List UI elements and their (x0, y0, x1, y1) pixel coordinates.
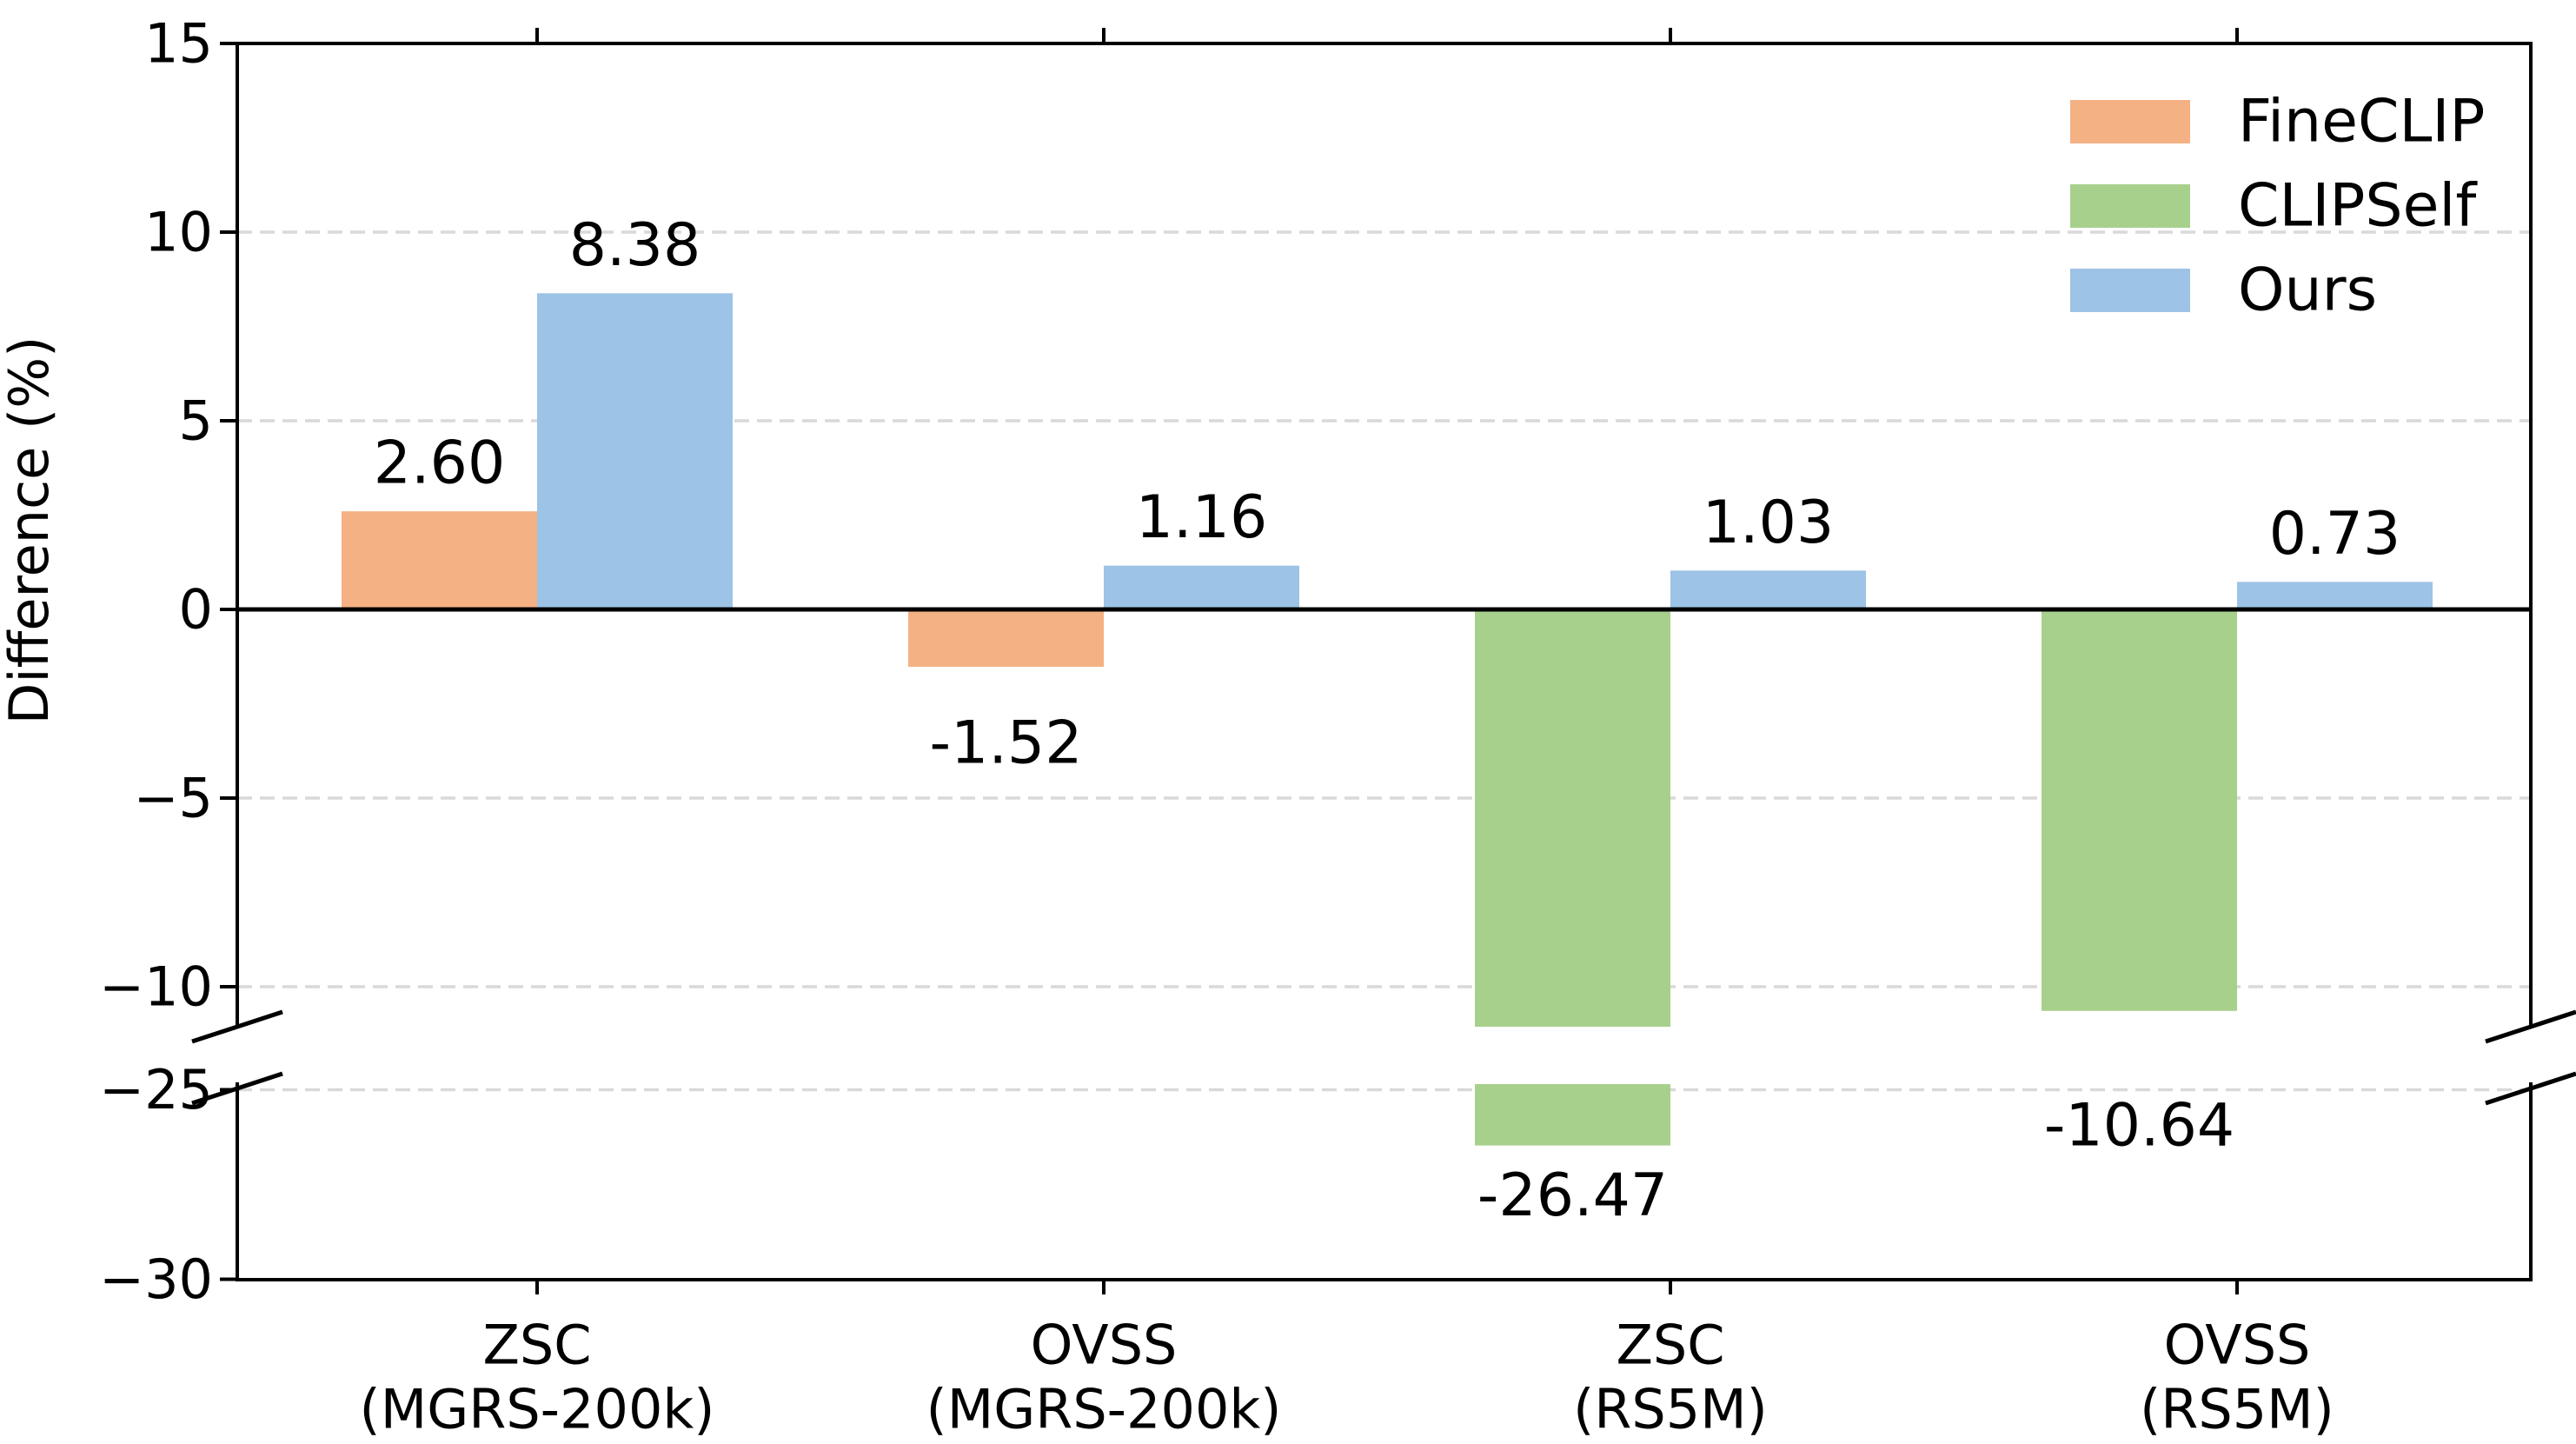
bar-clipself-group2-upper (1475, 609, 1670, 1027)
legend-swatch-clipself (2070, 184, 2190, 228)
value-label-8.38: 8.38 (569, 211, 700, 280)
value-label-2.60: 2.60 (374, 429, 505, 498)
bar-clipself-group3 (2042, 609, 2237, 1011)
x-category-label-line2: (RS5M) (2140, 1378, 2334, 1441)
legend-swatch-fineclip (2070, 100, 2190, 143)
axis-break-mark-1 (191, 1071, 283, 1106)
value-label--10.64: -10.64 (2044, 1092, 2234, 1161)
x-category-label-line1: ZSC (482, 1314, 591, 1377)
value-label-1.16: 1.16 (1136, 483, 1267, 552)
axis-break-mark-3 (2485, 1071, 2576, 1106)
bar-ours-group0 (537, 293, 733, 609)
y-tick-label-5: 5 (179, 389, 213, 453)
value-label--1.52: -1.52 (930, 709, 1083, 777)
x-category-label-line1: OVSS (1031, 1314, 1178, 1377)
bar-ours-group2 (1670, 570, 1866, 609)
x-category-label-line1: OVSS (2164, 1314, 2311, 1377)
legend-label-fineclip: FineCLIP (2238, 88, 2485, 156)
y-tick-label--25: −25 (99, 1058, 213, 1121)
y-tick-label--30: −30 (99, 1248, 213, 1311)
legend-label-clipself: CLIPSelf (2238, 172, 2478, 241)
legend-swatch-ours (2070, 269, 2190, 312)
y-tick-label--5: −5 (134, 767, 213, 830)
x-category-label-line2: (RS5M) (1573, 1378, 1768, 1441)
bar-ours-group3 (2237, 582, 2433, 609)
axis-break-layer (191, 1009, 2576, 1106)
value-label--26.47: -26.47 (1477, 1161, 1668, 1230)
y-tick-label--10: −10 (99, 955, 213, 1019)
bar-fineclip-group0 (342, 511, 537, 609)
bar-clipself-group2-lower (1475, 1084, 1670, 1146)
x-category-label-line2: (MGRS-200k) (360, 1378, 715, 1441)
axis-break-mark-0 (191, 1009, 283, 1044)
axis-break-mark-2 (2485, 1009, 2576, 1044)
value-label-0.73: 0.73 (2269, 500, 2400, 569)
axes-layer (220, 28, 2533, 1294)
x-category-label-line1: ZSC (1616, 1314, 1724, 1377)
bar-fineclip-group1 (908, 609, 1104, 667)
value-label-1.03: 1.03 (1703, 489, 1834, 557)
y-tick-label-10: 10 (144, 201, 213, 264)
x-category-label-line2: (MGRS-200k) (926, 1378, 1282, 1441)
legend: FineCLIP CLIPSelf Ours (2070, 88, 2485, 325)
y-tick-label-0: 0 (179, 578, 213, 642)
y-axis-title: Difference (%) (0, 336, 61, 725)
labels-layer: 2.60 8.38 -1.52 1.16 -26.47 1.03 -10.64 0.73 15 1… (99, 12, 2400, 1441)
bars-layer (342, 293, 2433, 1146)
bar-ours-group1 (1104, 565, 1299, 609)
legend-label-ours: Ours (2238, 256, 2377, 325)
y-tick-label-15: 15 (144, 12, 213, 76)
